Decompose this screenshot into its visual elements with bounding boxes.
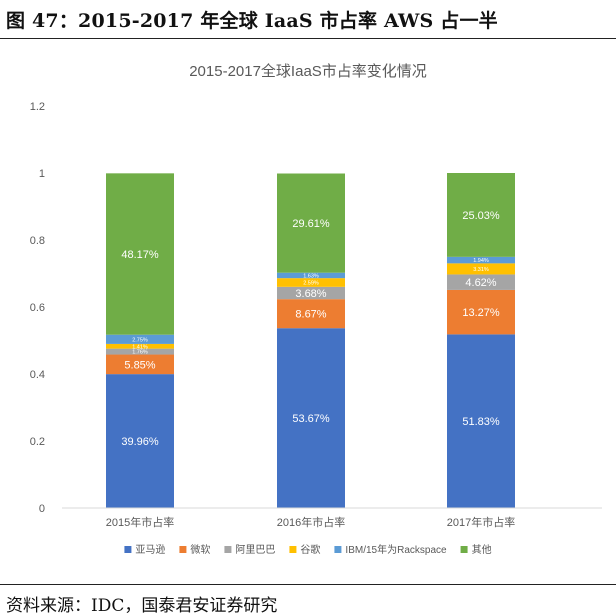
data-label: 1.76% — [132, 350, 148, 356]
x-tick-label: 2017年市占率 — [447, 515, 515, 529]
y-tick-label: 0.4 — [30, 369, 45, 381]
data-label: 48.17% — [121, 249, 159, 261]
source-label: 资料来源： — [6, 596, 91, 616]
figure-title: 图 47：2015-2017 年全球 IaaS 市占率 AWS 占一半 — [6, 10, 498, 32]
y-tick-label: 0.2 — [30, 436, 45, 448]
data-label: 4.62% — [465, 277, 496, 289]
legend-item: IBM/15年为Rackspace — [334, 543, 447, 556]
bar-segment — [447, 334, 515, 508]
x-tick-label: 2016年市占率 — [277, 515, 345, 529]
bar-stack: 53.67% 8.67% 3.68% 2.59%1.63% 29.61% — [277, 173, 345, 508]
bar-segment — [106, 173, 174, 335]
bar-segment — [277, 299, 345, 329]
data-label: 51.83% — [462, 416, 500, 428]
legend-label: 亚马逊 — [135, 544, 165, 556]
x-axis: 2015年市占率 2016年市占率 2017年市占率 — [62, 507, 602, 529]
bar-segment — [277, 278, 345, 287]
chart-title: 2015-2017全球IaaS市占率变化情况 — [189, 62, 427, 80]
legend-swatch — [334, 546, 342, 553]
data-label: 1.94% — [473, 258, 489, 264]
y-tick-label: 0.6 — [30, 302, 45, 314]
bar-segment — [447, 274, 515, 290]
legend-swatch — [179, 546, 187, 553]
data-label: 8.67% — [295, 309, 326, 321]
legend-item: 亚马逊 — [124, 544, 165, 556]
data-label: 1.41% — [132, 344, 148, 350]
legend-label: 阿里巴巴 — [235, 544, 275, 556]
legend-item: 阿里巴巴 — [224, 544, 275, 556]
legend-swatch — [124, 546, 132, 553]
legend-item: 其他 — [460, 543, 492, 556]
bar-segment — [106, 343, 174, 349]
data-label: 13.27% — [462, 307, 500, 319]
data-label: 1.63% — [303, 273, 319, 279]
legend-label: 谷歌 — [300, 543, 320, 556]
source-divider — [0, 584, 616, 585]
legend: 亚马逊 微软 阿里巴巴 谷歌 IBM/15年为Rackspace 其他 — [124, 543, 492, 556]
bar-segment — [447, 173, 515, 257]
bar-segment — [447, 289, 515, 335]
legend-label: 其他 — [472, 543, 492, 556]
bar-segment — [277, 272, 345, 279]
bar-segment — [106, 354, 174, 375]
data-label: 25.03% — [462, 210, 500, 222]
legend-swatch — [460, 546, 468, 553]
data-label: 2.59% — [303, 280, 319, 286]
legend-label: IBM/15年为Rackspace — [345, 543, 447, 556]
legend-label: 微软 — [190, 543, 210, 556]
y-tick-label: 1 — [39, 168, 45, 180]
bar-segment — [106, 348, 174, 355]
data-label: 5.85% — [124, 359, 155, 371]
source-note: 资料来源：IDC，国泰君安证券研究 — [6, 591, 277, 616]
bar-segment — [447, 256, 515, 264]
data-label: 53.67% — [292, 413, 330, 425]
data-label: 3.31% — [473, 267, 489, 273]
y-axis: 0 0.2 0.4 0.6 0.8 1 1.2 — [30, 101, 45, 515]
x-tick-label: 2015年市占率 — [106, 515, 174, 529]
bar-segment — [106, 374, 174, 508]
legend-item: 微软 — [179, 543, 210, 556]
y-tick-label: 1.2 — [30, 101, 45, 113]
bar-segment — [277, 173, 345, 273]
data-label: 29.61% — [292, 218, 330, 230]
legend-swatch — [224, 546, 232, 553]
legend-swatch — [289, 546, 297, 553]
data-label: 2.75% — [132, 337, 148, 343]
bar-stack: 39.96% 5.85% 1.76%1.41%2.75% 48.17% — [106, 173, 174, 508]
bar-segment — [277, 286, 345, 300]
stacked-bar-chart: 2015-2017全球IaaS市占率变化情况 0 0.2 0.4 0.6 0.8 1 1.2… — [30, 62, 602, 556]
y-tick-label: 0 — [39, 503, 45, 515]
source-value: IDC，国泰君安证券研究 — [91, 596, 278, 616]
y-tick-label: 0.8 — [30, 235, 45, 247]
bar-segment — [447, 263, 515, 275]
bar-stack: 51.83% 13.27% 4.62% 3.31% 1.94% 25.03% — [447, 173, 515, 508]
title-divider — [0, 38, 616, 39]
bar-segment — [106, 334, 174, 344]
bar-segment — [277, 328, 345, 508]
legend-item: 谷歌 — [289, 543, 320, 556]
data-label: 39.96% — [121, 436, 159, 448]
bars-group: 39.96% 5.85% 1.76%1.41%2.75% 48.17% 53.67% 8.… — [106, 173, 515, 508]
data-label: 3.68% — [295, 288, 326, 300]
